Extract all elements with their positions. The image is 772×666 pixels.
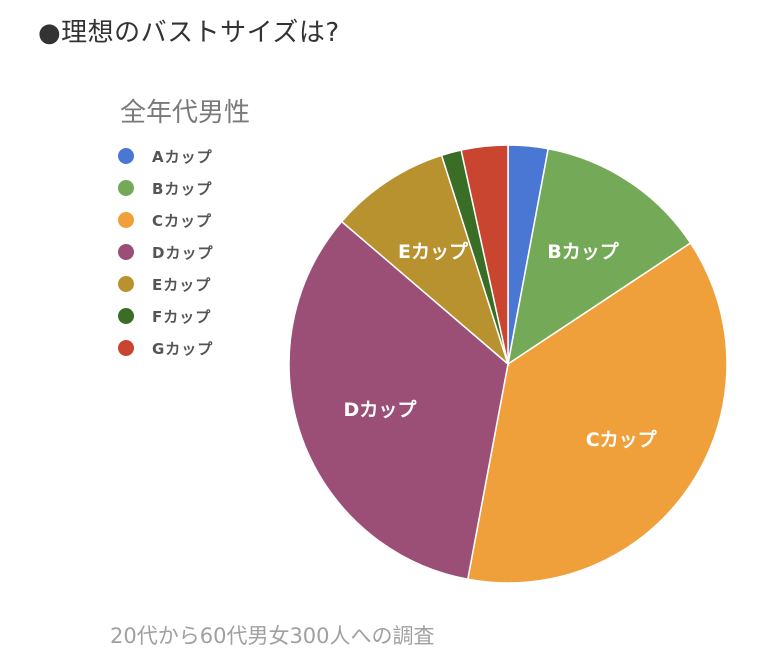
legend-label: Gカップ xyxy=(152,339,214,358)
pie-slice xyxy=(288,220,509,581)
legend-item: Eカップ xyxy=(118,268,213,300)
pie-slice xyxy=(340,154,510,367)
legend-label: Aカップ xyxy=(152,147,213,166)
slice-label: Eカップ xyxy=(398,240,469,263)
legend-label: Fカップ xyxy=(152,307,212,326)
legend-swatch xyxy=(118,180,134,196)
slice-label: Bカップ xyxy=(547,240,619,263)
legend-label: Cカップ xyxy=(152,211,213,230)
legend-swatch xyxy=(118,244,134,260)
legend-label: Dカップ xyxy=(152,243,214,262)
pie-slice xyxy=(466,241,728,584)
legend-swatch xyxy=(118,340,134,356)
slice-label: Dカップ xyxy=(344,398,418,421)
legend-swatch xyxy=(118,212,134,228)
legend-item: Dカップ xyxy=(118,236,213,268)
chart-legend: Aカップ Bカップ Cカップ Dカップ Eカップ Fカップ Gカップ xyxy=(118,140,213,364)
legend-item: Aカップ xyxy=(118,140,213,172)
slice-label: Cカップ xyxy=(586,428,658,451)
legend-item: Gカップ xyxy=(118,332,213,364)
pie-slice xyxy=(506,147,692,366)
survey-footnote: 20代から60代男女300人への調査 xyxy=(110,624,435,648)
chart-title: 全年代男性 xyxy=(120,98,251,128)
pie-slice xyxy=(460,144,509,365)
legend-swatch xyxy=(118,148,134,164)
legend-label: Eカップ xyxy=(152,275,212,294)
legend-item: Cカップ xyxy=(118,204,213,236)
page-heading: ●理想のバストサイズは? xyxy=(38,18,340,48)
legend-swatch xyxy=(118,276,134,292)
legend-swatch xyxy=(118,308,134,324)
legend-label: Bカップ xyxy=(152,179,213,198)
legend-item: Bカップ xyxy=(118,172,213,204)
legend-item: Fカップ xyxy=(118,300,213,332)
